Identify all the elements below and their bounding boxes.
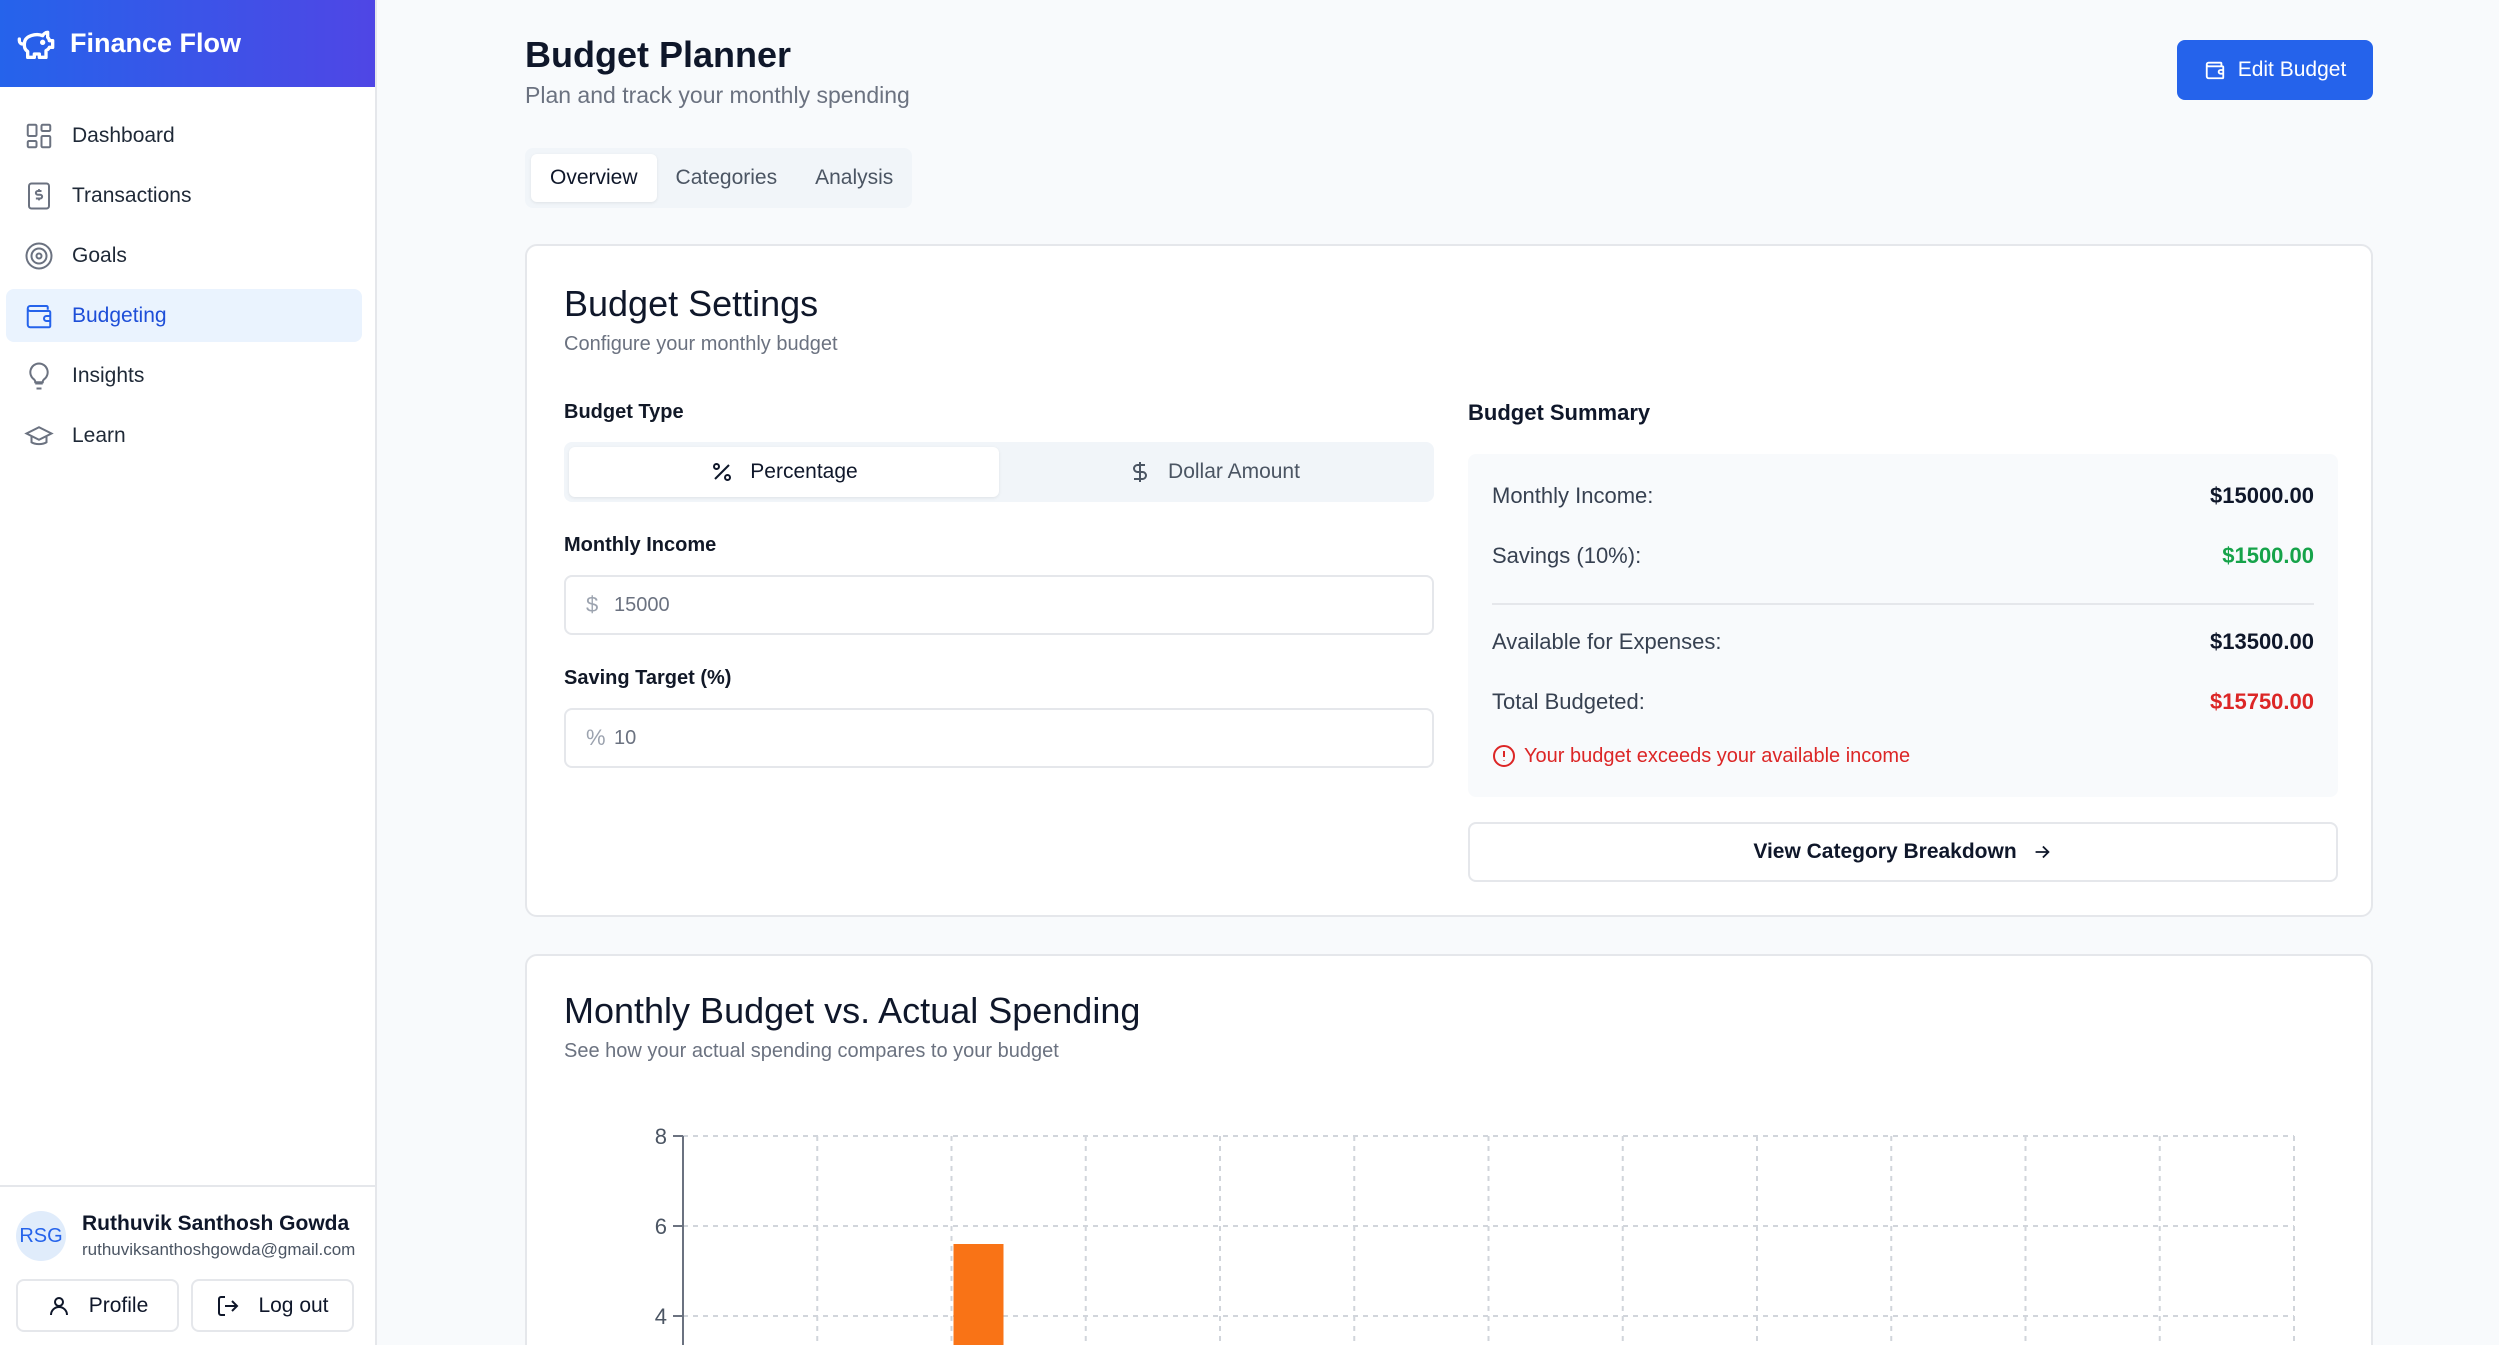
summary-label: Monthly Income:	[1492, 483, 1654, 508]
sidebar-item-insights[interactable]: Insights	[6, 349, 362, 402]
monthly-income-input[interactable]	[614, 593, 1374, 617]
percentage-option[interactable]: Percentage	[569, 447, 999, 497]
budget-warning-text: Your budget exceeds your available incom…	[1524, 744, 1911, 767]
edit-budget-button[interactable]: Edit Budget	[2177, 40, 2373, 100]
monthly-income-field[interactable]: $	[564, 575, 1434, 635]
lightbulb-icon	[24, 361, 54, 391]
budget-type-label: Budget Type	[564, 401, 684, 423]
piggy-bank-icon	[16, 24, 56, 64]
sidebar-item-goals[interactable]: Goals	[6, 229, 362, 282]
sidebar: Finance Flow Dashboard Transactions Goal…	[0, 0, 377, 1345]
summary-label: Available for Expenses:	[1492, 629, 1722, 654]
sidebar-item-transactions[interactable]: Transactions	[6, 169, 362, 222]
arrow-right-icon	[2035, 845, 2050, 859]
dollar-amount-option[interactable]: Dollar Amount	[999, 447, 1429, 497]
budget-warning: Your budget exceeds your available incom…	[1492, 744, 1910, 768]
summary-label: Total Budgeted:	[1492, 689, 1645, 714]
target-icon	[24, 241, 54, 271]
alert-circle-icon	[1493, 745, 1515, 767]
user-email: ruthuviksanthoshgowda@gmail.com	[82, 1240, 356, 1259]
sidebar-item-budgeting[interactable]: Budgeting	[6, 289, 362, 342]
tab-analysis[interactable]: Analysis	[815, 166, 894, 189]
chart-section-subtitle: See how your actual spending compares to…	[564, 1040, 1059, 1062]
summary-divider	[1492, 603, 2314, 605]
sidebar-nav: Dashboard Transactions Goals Budgeting I…	[0, 87, 375, 462]
summary-label: Savings (10%):	[1492, 543, 1642, 568]
profile-button[interactable]: Profile	[16, 1279, 179, 1332]
percentage-label: Percentage	[750, 460, 858, 483]
y-tick-label: 4	[655, 1304, 667, 1329]
dollar-icon	[1133, 462, 1148, 482]
logout-label: Log out	[258, 1293, 329, 1317]
user-icon	[49, 1296, 68, 1315]
user-name: Ruthuvik Santhosh Gowda	[82, 1212, 350, 1235]
dollar-prefix-icon: $	[586, 592, 599, 617]
tab-overview[interactable]: Overview	[531, 154, 657, 202]
graduation-cap-icon	[24, 421, 54, 451]
budget-type-toggle: Percentage Dollar Amount	[564, 442, 1434, 502]
dashboard-icon	[24, 121, 54, 151]
budget-summary-title: Budget Summary	[1468, 400, 1651, 425]
budget-settings-title: Budget Settings	[564, 283, 819, 324]
percent-icon	[713, 463, 732, 481]
sidebar-item-label: Transactions	[72, 183, 192, 207]
y-tick-label: 8	[655, 1124, 667, 1149]
profile-label: Profile	[88, 1293, 149, 1317]
sidebar-item-label: Budgeting	[72, 303, 167, 327]
breakdown-label: View Category Breakdown	[1753, 840, 2017, 863]
sidebar-item-label: Goals	[72, 243, 127, 267]
wallet-icon	[24, 301, 54, 331]
page-title: Budget Planner	[525, 34, 792, 75]
saving-target-field[interactable]: %	[564, 708, 1434, 768]
summary-value: $13500.00	[2210, 629, 2314, 654]
logout-icon	[218, 1295, 239, 1316]
budget-summary-box: Monthly Income: $15000.00 Savings (10%):…	[1468, 454, 2338, 797]
y-tick-label: 6	[655, 1214, 667, 1239]
budget-settings-card: Budget Settings Configure your monthly b…	[525, 244, 2373, 917]
saving-target-label: Saving Target (%)	[564, 667, 732, 689]
sidebar-item-dashboard[interactable]: Dashboard	[6, 109, 362, 162]
saving-target-input[interactable]	[614, 726, 1374, 750]
user-panel: RSG Ruthuvik Santhosh Gowda ruthuviksant…	[0, 1185, 377, 1345]
sidebar-item-label: Learn	[72, 423, 126, 447]
summary-value: $15750.00	[2210, 689, 2314, 714]
transactions-icon	[24, 181, 54, 211]
logout-button[interactable]: Log out	[191, 1279, 354, 1332]
summary-row-income: Monthly Income: $15000.00	[1492, 483, 2314, 509]
user-info: RSG Ruthuvik Santhosh Gowda ruthuviksant…	[16, 1211, 361, 1261]
budget-vs-actual-chart: 8 6 4	[655, 1124, 2295, 1345]
summary-value: $15000.00	[2210, 483, 2314, 508]
sidebar-item-learn[interactable]: Learn	[6, 409, 362, 462]
avatar[interactable]: RSG	[16, 1211, 66, 1261]
dollar-amount-label: Dollar Amount	[1168, 460, 1300, 483]
tab-categories[interactable]: Categories	[675, 166, 778, 189]
summary-row-total: Total Budgeted: $15750.00	[1492, 689, 2314, 715]
edit-budget-label: Edit Budget	[2237, 58, 2347, 81]
view-category-breakdown-button[interactable]: View Category Breakdown	[1468, 822, 2338, 882]
chart-section-title: Monthly Budget vs. Actual Spending	[564, 990, 1141, 1031]
percent-prefix-icon: %	[586, 725, 606, 750]
monthly-income-label: Monthly Income	[564, 534, 717, 556]
budget-settings-subtitle: Configure your monthly budget	[564, 333, 838, 355]
sidebar-item-label: Insights	[72, 363, 145, 387]
app-title: Finance Flow	[70, 28, 242, 58]
summary-row-savings: Savings (10%): $1500.00	[1492, 543, 2314, 569]
page-subtitle: Plan and track your monthly spending	[525, 82, 910, 108]
sidebar-item-label: Dashboard	[72, 123, 175, 147]
summary-value: $1500.00	[2222, 543, 2314, 568]
wallet-icon	[2205, 61, 2224, 80]
summary-row-available: Available for Expenses: $13500.00	[1492, 629, 2314, 655]
chart-bar	[953, 1244, 1004, 1345]
brand-header[interactable]: Finance Flow	[0, 0, 375, 87]
budget-vs-actual-card: Monthly Budget vs. Actual Spending See h…	[525, 954, 2373, 1345]
tab-bar: Overview Categories Analysis	[525, 148, 912, 208]
